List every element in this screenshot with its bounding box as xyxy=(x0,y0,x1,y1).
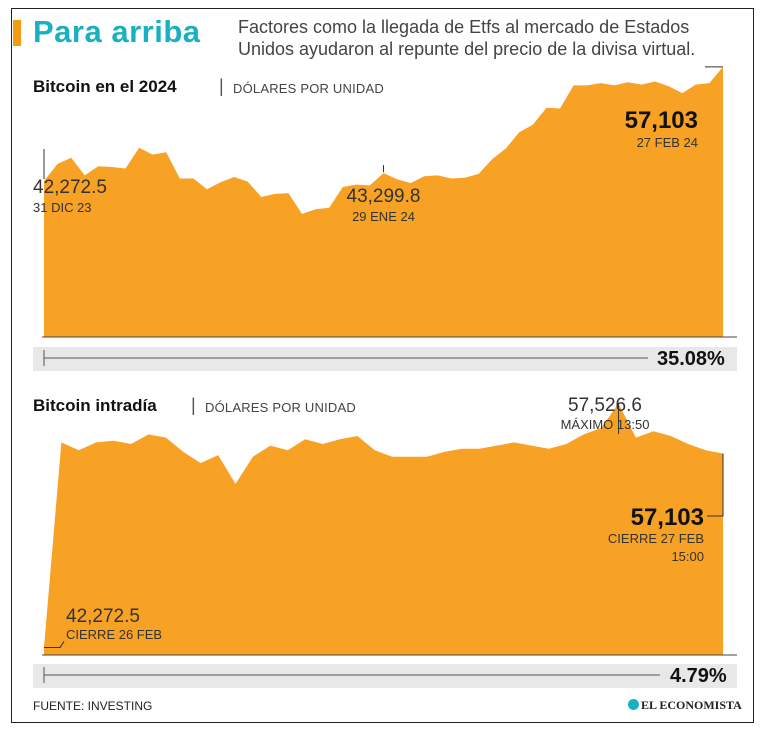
chart2-change-value: 4.79% xyxy=(670,665,727,687)
chart2-title: Bitcoin intradía xyxy=(33,396,157,415)
chart1-end-value: 57,103 xyxy=(625,107,698,134)
chart1-separator: | xyxy=(219,76,224,96)
chart2-change-strip xyxy=(33,664,737,688)
chart2-close-value: 57,103 xyxy=(631,504,704,531)
chart1-unit: DÓLARES POR UNIDAD xyxy=(233,81,384,96)
chart2-max-label: MÁXIMO 13:50 xyxy=(561,417,650,432)
chart2-area xyxy=(44,403,723,655)
chart2-close-leader xyxy=(707,453,724,517)
chart1-mid-date: 29 ENE 24 xyxy=(352,209,415,224)
source-note: FUENTE: INVESTING xyxy=(33,699,153,713)
chart1-start-value: 42,272.5 xyxy=(33,177,107,198)
chart2-unit: DÓLARES POR UNIDAD xyxy=(205,400,356,415)
subtitle: Factores como la llegada de Etfs al merc… xyxy=(238,17,696,59)
chart1-mid-value: 43,299.8 xyxy=(347,186,421,207)
chart2-max-value: 57,526.6 xyxy=(568,395,642,416)
chart2-separator: | xyxy=(191,395,196,415)
chart1-change-strip xyxy=(33,347,737,371)
chart1-change-value: 35.08% xyxy=(657,348,725,370)
brand-icon xyxy=(628,699,639,710)
brand-name: EL ECONOMISTA xyxy=(641,698,742,712)
chart2-close-label: CIERRE 27 FEB xyxy=(608,531,704,546)
chart1-end-date: 27 FEB 24 xyxy=(637,135,698,150)
chart2-start-label: CIERRE 26 FEB xyxy=(66,627,162,642)
brand-logo: EL ECONOMISTA xyxy=(628,698,742,713)
chart2-start-leader xyxy=(44,641,65,648)
chart2-close-time: 15:00 xyxy=(671,549,704,564)
chart2-start-value: 42,272.5 xyxy=(66,606,140,627)
chart1-title: Bitcoin en el 2024 xyxy=(33,77,177,96)
headline: Para arriba xyxy=(33,14,201,49)
accent-bar xyxy=(13,20,21,46)
chart1-start-date: 31 DIC 23 xyxy=(33,200,92,215)
chart1-area xyxy=(44,66,723,338)
